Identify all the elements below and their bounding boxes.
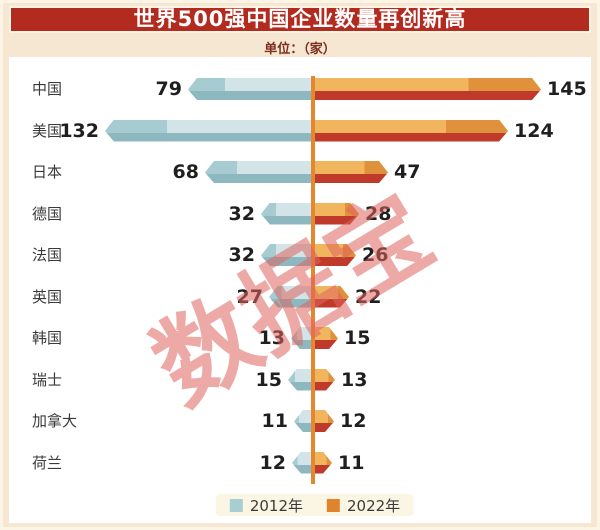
bar-2012	[292, 451, 311, 474]
value-2012: 79	[155, 78, 182, 100]
bar-2022	[315, 327, 338, 349]
value-2012: 11	[261, 410, 288, 432]
value-2012: 15	[255, 368, 282, 391]
country-label: 荷兰	[32, 453, 63, 472]
bar-row: 中国 79 145	[9, 78, 591, 100]
bar-2012	[294, 410, 311, 432]
bar-2012	[261, 244, 311, 266]
value-2022: 145	[547, 78, 587, 100]
page-title: 世界500强中国企业数量再创新高	[133, 7, 467, 31]
bar-row: 法国 32 26	[9, 244, 591, 266]
bar-row: 美国 132 124	[9, 119, 591, 142]
value-2012: 32	[228, 202, 255, 225]
legend-item-2012: 2012年	[229, 495, 303, 516]
bar-2022	[315, 286, 349, 308]
title-banner: 世界500强中国企业数量再创新高	[9, 6, 591, 33]
legend-label-2022: 2022年	[347, 496, 401, 515]
value-2022: 124	[514, 119, 554, 142]
bar-2022	[315, 78, 541, 100]
value-2012: 27	[236, 285, 263, 308]
bar-2022	[315, 161, 388, 183]
value-2012: 13	[258, 327, 285, 349]
country-label: 英国	[32, 287, 63, 306]
chart-panel: 中国 79 145 美国 132 124 日本 68 47 德国 32 28 法…	[9, 57, 591, 523]
legend: 2012年 2022年	[215, 494, 415, 516]
country-label: 美国	[32, 121, 63, 140]
value-2022: 15	[344, 327, 371, 349]
value-2022: 47	[394, 161, 421, 183]
value-2022: 22	[355, 285, 382, 308]
center-axis-line	[311, 76, 315, 484]
bar-row: 德国 32 28	[9, 202, 591, 225]
value-2022: 13	[341, 368, 368, 391]
country-label: 法国	[32, 246, 63, 264]
value-2022: 26	[362, 244, 389, 266]
value-2012: 12	[259, 451, 286, 474]
bar-2022	[315, 369, 335, 391]
legend-label-2012: 2012年	[249, 496, 303, 515]
bar-row: 日本 68 47	[9, 161, 591, 183]
bar-2012	[288, 368, 311, 391]
bar-2012	[105, 119, 311, 142]
bar-2012	[261, 202, 311, 225]
bar-row: 瑞士 15 13	[9, 368, 591, 391]
value-2012: 132	[59, 119, 99, 142]
value-2012: 32	[228, 244, 255, 266]
bar-2022	[315, 244, 356, 266]
value-2012: 68	[172, 161, 199, 183]
unit-label: 单位：（家）	[264, 42, 336, 57]
bar-2012	[205, 161, 311, 183]
legend-swatch-2022	[327, 498, 340, 512]
legend-swatch-2012	[229, 498, 243, 512]
bar-2012	[188, 78, 311, 100]
country-label: 中国	[32, 80, 63, 98]
value-2022: 11	[338, 451, 365, 474]
bar-2022	[315, 410, 334, 432]
value-2022: 28	[365, 202, 392, 225]
bar-2012	[291, 327, 311, 349]
country-label: 瑞士	[32, 370, 63, 389]
bar-row: 英国 27 22	[9, 285, 591, 308]
bar-row: 韩国 13 15	[9, 327, 591, 349]
country-label: 韩国	[32, 329, 63, 347]
bar-2012	[269, 285, 311, 308]
bar-row: 加拿大 11 12	[9, 410, 591, 432]
value-2022: 12	[340, 410, 367, 432]
bar-2022	[315, 120, 508, 142]
country-label: 加拿大	[32, 412, 78, 430]
country-label: 德国	[32, 204, 63, 223]
country-label: 日本	[32, 163, 63, 181]
bar-2022	[315, 452, 332, 474]
legend-item-2022: 2022年	[327, 495, 400, 516]
bar-2022	[315, 203, 359, 225]
bar-row: 荷兰 12 11	[9, 451, 591, 474]
